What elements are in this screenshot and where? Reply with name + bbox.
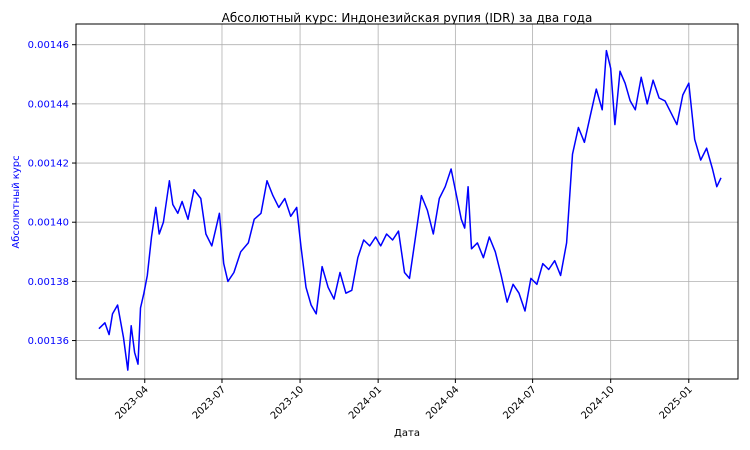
chart-title: Абсолютный курс: Индонезийская рупия (ID… bbox=[222, 11, 593, 25]
y-tick-label: 0.00146 bbox=[28, 40, 69, 51]
y-axis-label: Абсолютный курс bbox=[11, 155, 22, 248]
y-tick-label: 0.00144 bbox=[28, 99, 69, 110]
grid bbox=[76, 24, 738, 379]
x-axis-label: Дата bbox=[394, 428, 420, 439]
y-axis: 0.00136 0.00138 0.00140 0.00142 0.00144 0.001… bbox=[28, 40, 76, 347]
y-tick-label: 0.00136 bbox=[28, 336, 69, 347]
plot-frame bbox=[75, 23, 739, 380]
series-line-idr bbox=[98, 49, 722, 371]
y-tick-label: 0.00140 bbox=[28, 218, 69, 229]
y-tick-label: 0.00138 bbox=[28, 277, 69, 288]
y-tick-label: 0.00142 bbox=[28, 159, 69, 170]
